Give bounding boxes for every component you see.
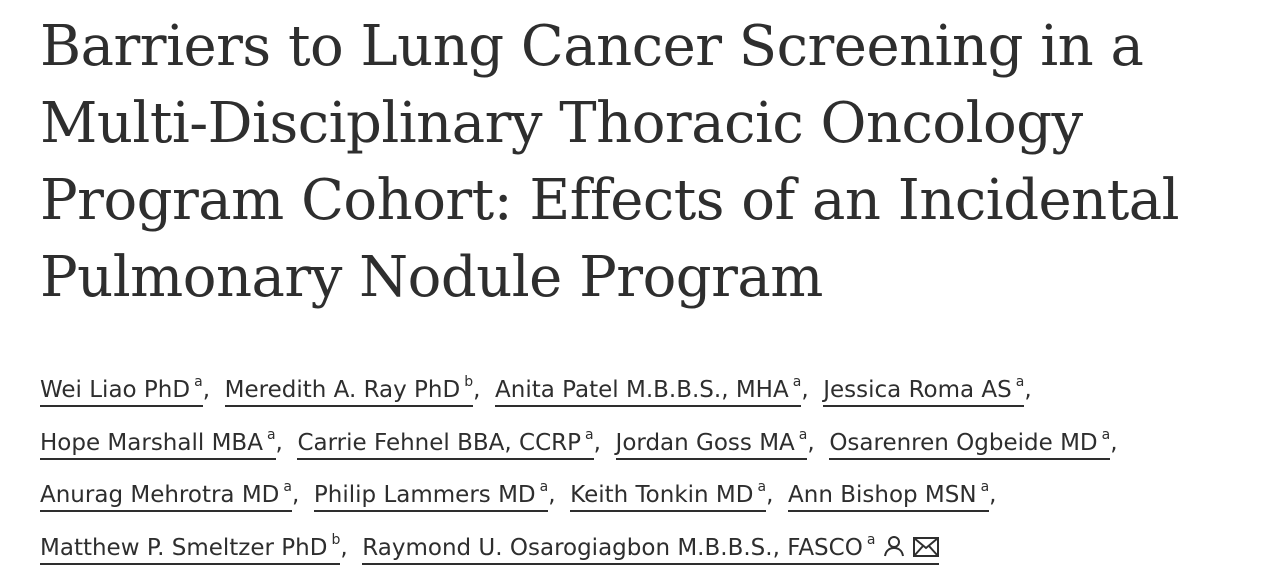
affiliation-marker: a [757, 479, 767, 495]
affiliation-marker: a [798, 426, 808, 443]
author-name: Anita Patel M.B.B.S., MHA [495, 377, 789, 403]
author-separator: , [202, 377, 218, 403]
author-list: Wei Liao PhD a, Meredith A. Ray PhD b, Ani… [40, 360, 1260, 570]
author-name: Wei Liao PhD [40, 377, 191, 403]
person-icon [883, 535, 905, 557]
article-title: Barriers to Lung Cancer Screening in a M… [40, 0, 1260, 316]
author-link[interactable]: Jessica Roma AS a [823, 374, 1025, 407]
author-separator: , [593, 429, 609, 456]
affiliation-marker: a [539, 479, 549, 495]
author-link[interactable]: Anita Patel M.B.B.S., MHA a [495, 374, 802, 407]
title-line: Multi-Disciplinary Thoracic Oncology [40, 91, 1083, 156]
affiliation-marker: a [866, 531, 876, 548]
author-name: Matthew P. Smeltzer PhD [40, 534, 328, 561]
author-link[interactable]: Matthew P. Smeltzer PhD b [40, 531, 341, 565]
author-link[interactable]: Ann Bishop MSN a [788, 479, 990, 512]
affiliation-marker: a [980, 479, 990, 495]
corresponding-author-link[interactable]: Raymond U. Osarogiagbon M.B.B.S., FASCO a [362, 531, 940, 565]
author-separator: , [291, 482, 307, 508]
envelope-icon [913, 536, 940, 557]
author-name: Anurag Mehrotra MD [40, 482, 280, 508]
author-separator: , [807, 429, 822, 456]
author-link[interactable]: Anurag Mehrotra MD a [40, 479, 292, 512]
article-header: Barriers to Lung Cancer Screening in a M… [40, 0, 1260, 570]
author-separator: , [340, 534, 355, 561]
author-name: Philip Lammers MD [313, 482, 536, 508]
author-name: Jordan Goss MA [615, 429, 795, 456]
author-link[interactable]: Philip Lammers MD a [313, 479, 549, 512]
affiliation-marker: a [194, 374, 203, 390]
author-separator: , [989, 482, 1004, 508]
title-line: Program Cohort: Effects of an Incidental [40, 168, 1180, 233]
author-name: Raymond U. Osarogiagbon M.B.B.S., FASCO [362, 534, 863, 561]
author-separator: , [275, 429, 291, 456]
author-link[interactable]: Jordan Goss MA a [615, 426, 808, 460]
affiliation-marker: a [266, 426, 276, 443]
author-name: Hope Marshall MBA [40, 429, 263, 456]
affiliation-marker: a [585, 426, 594, 443]
author-name: Meredith A. Ray PhD [224, 377, 461, 403]
author-separator: , [548, 482, 563, 508]
affiliation-marker: b [464, 374, 474, 390]
title-line: Barriers to Lung Cancer Screening in a [40, 14, 1144, 79]
author-link[interactable]: Keith Tonkin MD a [570, 479, 767, 512]
author-link[interactable]: Osarenren Ogbeide MD a [829, 426, 1111, 460]
author-name: Ann Bishop MSN [788, 482, 977, 508]
affiliation-marker: a [792, 374, 802, 390]
title-line: Pulmonary Nodule Program [40, 245, 823, 310]
author-name: Keith Tonkin MD [570, 482, 754, 508]
author-link[interactable]: Meredith A. Ray PhD b [224, 374, 474, 407]
affiliation-marker: a [1101, 426, 1111, 443]
affiliation-marker: a [1015, 374, 1025, 390]
author-name: Jessica Roma AS [823, 377, 1012, 403]
author-link[interactable]: Wei Liao PhD a [40, 374, 203, 407]
author-separator: , [801, 377, 816, 403]
author-link[interactable]: Carrie Fehnel BBA, CCRP a [297, 426, 594, 460]
author-name: Osarenren Ogbeide MD [829, 429, 1098, 456]
author-name: Carrie Fehnel BBA, CCRP [297, 429, 581, 456]
author-separator: , [1110, 429, 1125, 456]
affiliation-marker: a [283, 479, 292, 495]
author-separator: , [1024, 377, 1039, 403]
author-separator: , [766, 482, 781, 508]
affiliation-marker: b [331, 531, 341, 548]
author-separator: , [473, 377, 488, 403]
author-link[interactable]: Hope Marshall MBA a [40, 426, 276, 460]
